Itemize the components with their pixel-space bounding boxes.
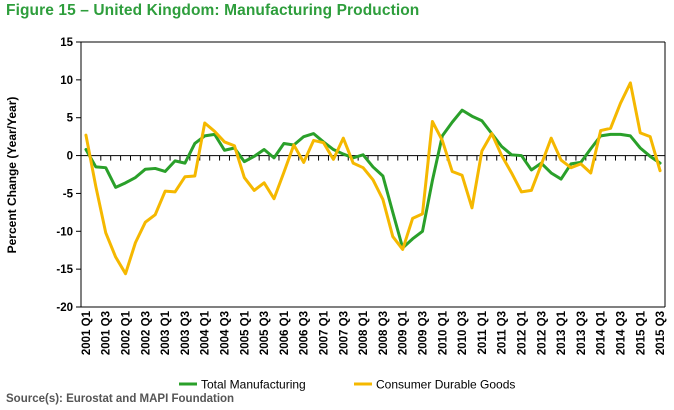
y-axis: 15 10 5 0 -5 -10 -15 -20 [56,37,666,314]
y-axis-title: Percent Change (Year/Year) [5,97,19,254]
x-tick-label: 2009 Q1 [398,310,410,355]
x-tick-label: 2005 Q1 [239,310,251,355]
x-tick-label: 2007 Q3 [338,311,350,355]
x-tick-label: 2002 Q1 [121,310,133,355]
x-tick-label: 2012 Q3 [536,311,548,355]
y-tick-label: 5 [67,113,74,125]
y-tick-label: 10 [60,75,73,87]
x-tick-label: 2009 Q3 [417,311,429,355]
x-tick-label: 2015 Q1 [635,310,647,355]
y-tick-label: 0 [67,151,73,163]
x-tick-label: 2003 Q1 [160,310,172,355]
x-tick-label: 2008 Q1 [358,310,370,355]
y-tick-label: -10 [56,226,73,238]
legend-label: Total Manufacturing [201,378,306,392]
x-tick-label: 2001 Q3 [101,311,113,355]
x-tick-label: 2008 Q3 [378,311,390,355]
x-tick-label: 2011 Q1 [477,310,489,354]
legend: Total Manufacturing Consumer Durable Good… [179,378,515,392]
series-line-2 [84,81,662,276]
x-tick-label: 2013 Q3 [576,311,588,355]
y-tick-label: -20 [56,302,73,314]
x-tick-label: 2011 Q3 [497,311,509,354]
x-tick-label: 2014 Q3 [615,311,627,355]
x-tick-label: 2012 Q1 [516,310,528,355]
x-tick-label: 2010 Q1 [437,310,449,355]
plot-area [84,81,662,276]
x-tick-label: 2002 Q3 [140,311,152,355]
x-tick-label: 2001 Q1 [81,310,93,355]
x-tick-label: 2014 Q1 [596,310,608,355]
x-tick-label: 2004 Q3 [220,311,232,355]
source-note: Source(s): Eurostat and MAPI Foundation [6,393,235,405]
x-tick-label: 2007 Q1 [319,310,331,355]
legend-label: Consumer Durable Goods [376,378,515,392]
x-tick-label: 2015 Q3 [655,311,667,355]
x-tick-label: 2003 Q3 [180,311,192,355]
x-tick-label: 2006 Q1 [279,310,291,355]
x-tick-label: 2013 Q1 [556,310,568,355]
x-axis: 2001 Q1 2001 Q3 2002 Q1 2002 Q3 2003 Q1 2003 … [80,155,667,355]
chart-title: Figure 15 – United Kingdom: Manufacturin… [6,2,420,19]
y-axis-title-text: Percent Change (Year/Year) [5,97,19,254]
series-line-1 [84,108,662,250]
y-tick-label: -15 [56,264,73,276]
x-tick-label: 2010 Q3 [457,311,469,355]
y-tick-label: -5 [63,188,74,200]
x-tick-label: 2004 Q1 [200,310,212,355]
x-tick-label: 2006 Q3 [299,311,311,355]
y-tick-label: 15 [60,37,73,49]
x-tick-label: 2005 Q3 [259,311,271,355]
